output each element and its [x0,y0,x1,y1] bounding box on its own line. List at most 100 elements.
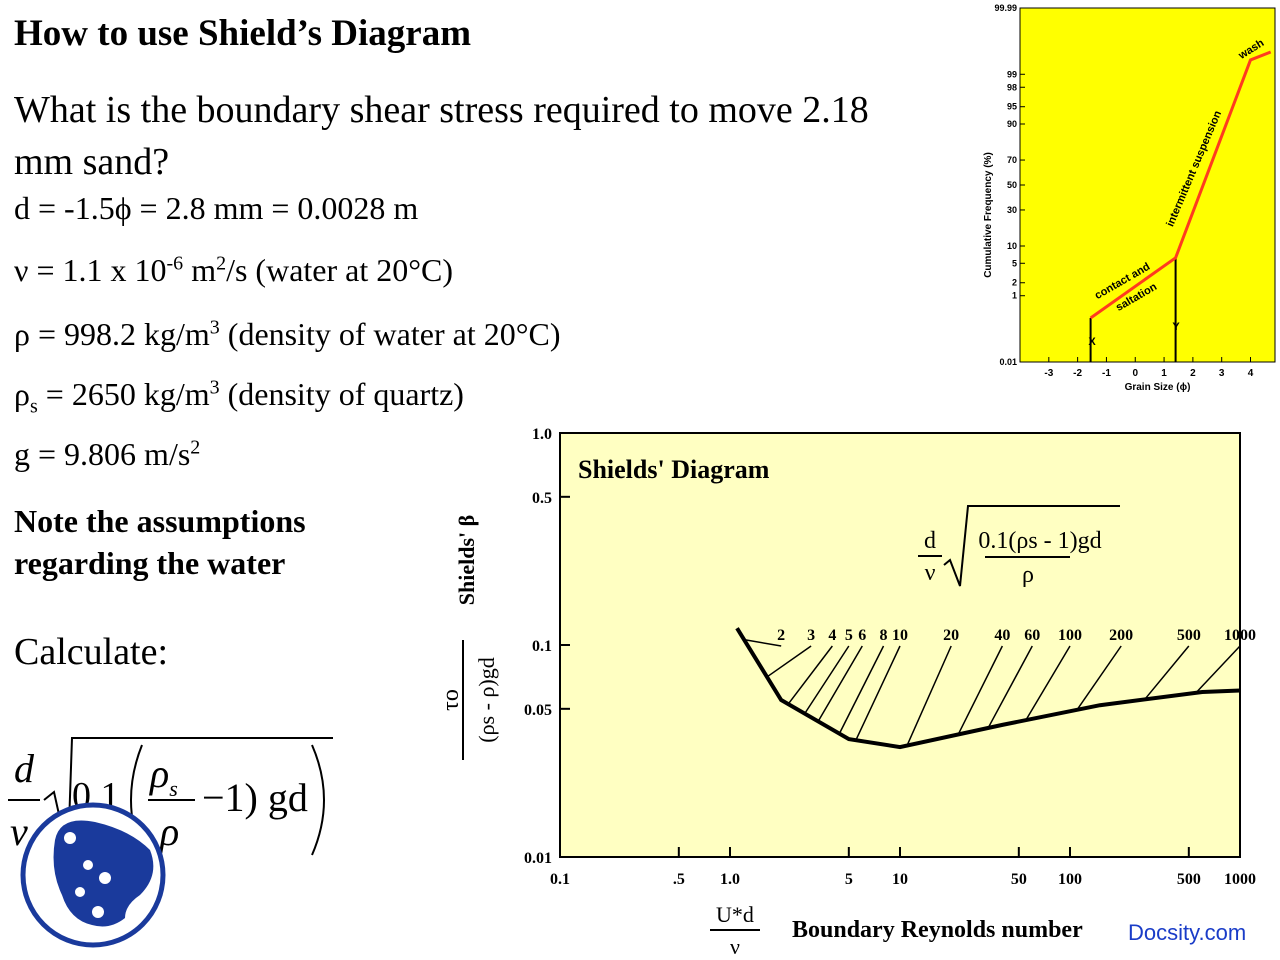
parameter-line [838,645,885,734]
parameter-line [906,645,952,746]
y-tick-label: 2 [1012,278,1017,288]
x-tick-label: 0.1 [550,871,570,888]
x-label-numerator: U*d [716,902,754,927]
plot-area [559,432,1241,858]
x-tick-label: .5 [673,871,685,888]
y-tick-label: 30 [1007,205,1017,215]
given: ν = 1.1 x 10-6 m2/s (water at 20°C) [14,252,453,289]
given-part: 2 [190,436,201,459]
chart-title: Shields' Diagram [578,455,770,484]
y-tick-label: 95 [1007,102,1017,112]
paren [311,744,325,856]
slide-title: How to use Shield’s Diagram [14,13,472,54]
parameter-label: 60 [1024,627,1040,644]
y-tick-label: 0.1 [532,638,552,655]
parameter-label: 10 [892,627,908,644]
given-part: /s (water at 20°C) [226,252,454,288]
x-tick-label: 4 [1248,368,1254,379]
formula-denominator: ν [10,809,28,854]
y-tick-label: 1.0 [532,426,552,443]
given-part: d = -1.5ϕ = 2.8 mm = 0.0028 m [14,190,419,226]
formula-rest: −1) gd [202,775,308,820]
y-axis-label: Cumulative Frequency (%) [983,152,994,278]
equation-numerator: d [924,528,936,554]
given-part: ν = 1.1 x 10 [14,252,167,288]
parameter-label: 3 [807,627,815,644]
parameter-line [855,645,901,741]
given-part: (density of water at 20°C) [219,316,561,352]
y-tick-label: 99 [1007,69,1017,79]
parameter-line [787,645,833,705]
parameter-label: 40 [994,627,1010,644]
given-part: g = 9.806 m/s [14,436,191,472]
given: ρ = 998.2 kg/m3 (density of water at 20°… [14,316,561,353]
formula-numerator: d [14,746,34,791]
chart: 0.010.050.10.51.00.1.5 1.0 5 10 50 100 500 1000… [438,426,1256,959]
data-line [1089,50,1272,320]
y-label-denominator: (ρs - ρ)gd [474,657,499,743]
parameter-label: 200 [1109,627,1133,644]
x-axis-label: Boundary Reynolds number [792,917,1083,943]
parameter-line [817,645,863,722]
annotation: Y [1172,321,1180,333]
equation-denominator: ν [925,560,936,586]
y-tick-label: 0.5 [532,490,552,507]
y-label-numerator: τo [438,689,464,711]
formula-rho-s: ρs [150,750,178,802]
parameter-label: 100 [1058,627,1082,644]
note: Note the assumptions regarding the water [14,503,306,581]
rho: ρ [150,751,170,796]
parameter-line [766,645,812,678]
watermark[interactable]: Docsity.com [1128,920,1247,945]
x-axis-label: Grain Size (ϕ) [1125,382,1191,393]
formula-graphics [8,737,333,948]
x-tick-label: 2 [1190,368,1196,379]
logo [20,802,166,948]
x-tick-label: 100 [1058,871,1082,888]
x-tick-label: 1 [1161,368,1167,379]
parameter-label: 5 [845,627,853,644]
given: g = 9.806 m/s2 [14,436,200,473]
parameter-label: 1000 [1224,627,1256,644]
parameter-line [804,645,850,715]
x-tick-label: 3 [1219,368,1225,379]
equation-radicand-numerator: 0.1(ρs - 1)gd [978,528,1101,554]
given: ρs = 2650 kg/m3 (density of quartz) [14,376,464,418]
y-tick-label: 10 [1007,241,1017,251]
parameter-line [957,645,1004,735]
given-part: -6 [166,252,184,275]
radical [943,505,1120,587]
x-tick-label: 50 [1011,871,1027,888]
x-tick-label: 0 [1132,368,1138,379]
x-tick-label: -2 [1073,368,1082,379]
y-tick-label: 1 [1012,291,1017,301]
calculate-label: Calculate: [14,631,169,673]
given-part: s [29,395,38,418]
equation-radicand-denominator: ρ [1022,562,1034,588]
x-tick-label: 1.0 [720,871,740,888]
given-part: (density of quartz) [219,376,464,412]
x-tick-label: 500 [1177,871,1201,888]
parameter-label: 6 [858,627,866,644]
given-part: ρ = 998.2 kg/m [14,316,210,352]
chart: 0.01 1 2 5 10 30 50 70 90 95 98 99 99.99 -3 -2 -1 0 1 2 3 4 G… [983,3,1276,393]
y-tick-label: 0.01 [999,357,1017,367]
y-tick-label: 50 [1007,180,1017,190]
given-part: ρ [14,376,30,412]
x-tick-label: -1 [1102,368,1111,379]
annotation: X [1088,336,1096,348]
parameter-label: 8 [880,627,888,644]
data-line [735,627,1241,750]
given-part: = 2650 kg/m [37,376,210,412]
parameter-line [1144,645,1190,700]
y-tick-label: 5 [1012,258,1017,268]
formula-rho: ρ [160,809,180,854]
parameter-label: 2 [777,627,785,644]
parameter-line [987,645,1033,729]
plot-area [1019,7,1276,363]
given: d = -1.5ϕ = 2.8 mm = 0.0028 m [14,190,418,227]
parameter-line [1076,645,1122,711]
x-tick-label: -3 [1044,368,1053,379]
y-tick-label: 0.05 [524,702,552,719]
